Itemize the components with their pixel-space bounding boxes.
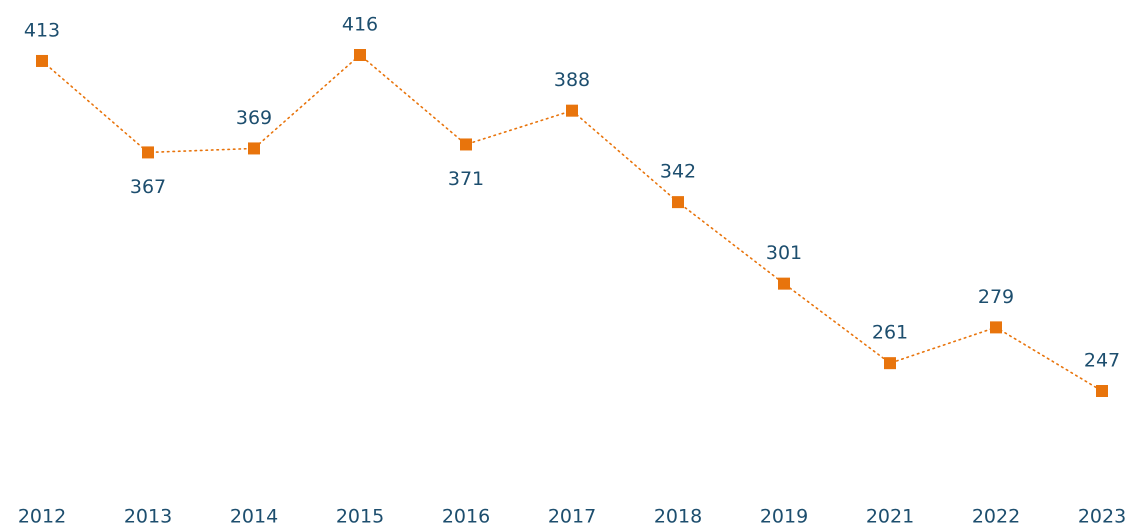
x-tick-label: 2018 (654, 506, 702, 527)
x-tick-label: 2012 (18, 506, 66, 527)
data-label: 367 (130, 176, 166, 198)
marker (778, 277, 790, 290)
x-tick-label: 2021 (866, 506, 914, 527)
marker (990, 321, 1002, 334)
marker (566, 104, 578, 117)
x-tick-label: 2013 (124, 506, 172, 527)
data-label: 261 (872, 322, 908, 344)
data-label: 279 (978, 286, 1014, 308)
marker (142, 146, 154, 159)
marker (36, 54, 48, 67)
data-label: 388 (554, 69, 590, 91)
data-label: 369 (236, 107, 272, 129)
marker (460, 138, 472, 151)
x-tick-label: 2022 (972, 506, 1020, 527)
marker (354, 49, 366, 61)
x-tick-label: 2017 (548, 506, 596, 527)
marker (672, 196, 684, 209)
x-tick-label: 2016 (442, 506, 490, 527)
marker (884, 357, 896, 370)
data-label: 301 (766, 242, 802, 264)
x-tick-label: 2019 (760, 506, 808, 527)
data-label: 247 (1084, 350, 1120, 372)
data-label: 413 (24, 19, 60, 41)
x-tick-label: 2014 (230, 506, 278, 527)
data-label: 371 (448, 168, 484, 190)
marker (248, 142, 260, 155)
data-label: 342 (660, 161, 696, 183)
x-tick-label: 2023 (1078, 506, 1126, 527)
data-label: 416 (342, 14, 378, 36)
x-tick-label: 2015 (336, 506, 384, 527)
marker (1096, 385, 1108, 397)
